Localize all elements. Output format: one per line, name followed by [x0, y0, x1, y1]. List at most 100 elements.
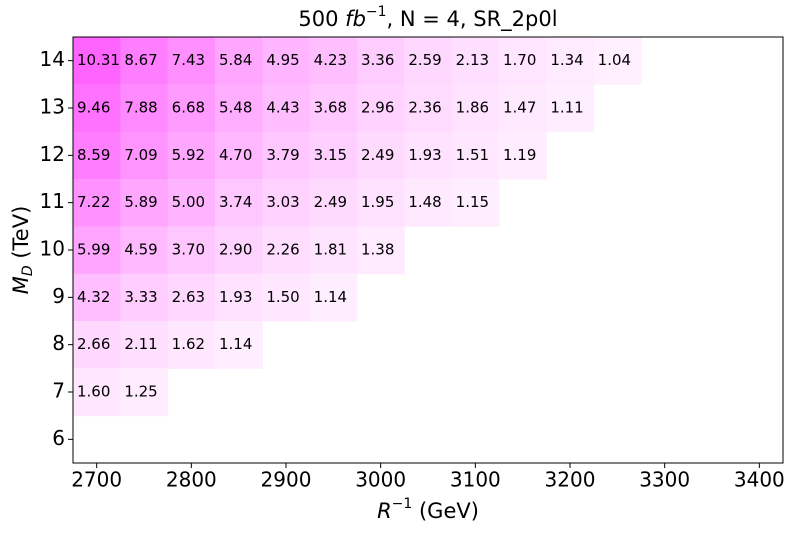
y-tick-label: 7 [52, 379, 65, 403]
title-part: , N = 4, SR_2p0l [387, 7, 558, 32]
heatmap-cell [73, 273, 121, 322]
cell-label: 7.09 [124, 146, 157, 164]
heatmap-cell [167, 179, 216, 227]
cell-label: 3.74 [219, 193, 252, 211]
label-part: (GeV) [412, 499, 479, 523]
cell-label: 1.86 [456, 99, 489, 117]
cell-label: 4.23 [314, 51, 347, 69]
cell-label: 2.59 [408, 51, 441, 69]
heatmap-cell [215, 37, 263, 85]
x-tick-label: 2900 [261, 468, 312, 492]
heatmap-cell [404, 37, 453, 85]
heatmap-cell [215, 321, 263, 369]
heatmap-cell [167, 131, 216, 180]
heatmap-cell [262, 37, 311, 85]
heatmap-cell [357, 131, 405, 180]
title-part: fb [345, 7, 366, 31]
cell-label: 1.14 [314, 288, 347, 306]
cell-label: 4.43 [266, 99, 299, 117]
heatmap-cell [309, 273, 358, 322]
heatmap-cell [357, 84, 405, 133]
x-tick-label: 3200 [545, 468, 596, 492]
title-part: −1 [366, 4, 387, 20]
cell-label: 5.48 [219, 99, 252, 117]
heatmap-cell [262, 226, 311, 275]
cell-label: 2.96 [361, 99, 394, 117]
cell-label: 2.11 [124, 335, 157, 353]
heatmap-cell [451, 84, 500, 133]
heatmap-cell [262, 273, 311, 322]
heatmap-cell [215, 226, 263, 275]
heatmap-cell [215, 131, 263, 180]
heatmap-cell [73, 368, 121, 417]
cell-label: 1.25 [124, 383, 157, 401]
heatmap-cell [309, 37, 358, 85]
cell-label: 1.47 [503, 99, 536, 117]
cell-label: 10.31 [77, 51, 120, 69]
y-tick-label: 11 [40, 189, 65, 213]
cell-label: 1.93 [219, 288, 252, 306]
y-tick-label: 9 [52, 284, 65, 308]
y-tick-label: 8 [52, 331, 65, 355]
cell-label: 4.59 [124, 241, 157, 259]
heatmap-cell [357, 226, 405, 275]
cell-label: 1.60 [77, 383, 110, 401]
cell-label: 3.15 [314, 146, 347, 164]
heatmap-cell [451, 131, 500, 180]
cell-label: 5.99 [77, 241, 110, 259]
heatmap-cell [499, 37, 547, 85]
heatmap-cell [120, 273, 169, 322]
cell-label: 1.48 [408, 193, 441, 211]
cell-label: 8.59 [77, 146, 110, 164]
label-part: M [9, 276, 33, 294]
chart-title: 500 fb−1, N = 4, SR_2p0l [298, 4, 557, 32]
heatmap-cell [120, 321, 169, 369]
heatmap-cell [215, 84, 263, 133]
x-tick-label: 3300 [639, 468, 690, 492]
cell-label: 3.68 [314, 99, 347, 117]
cell-label: 1.70 [503, 51, 536, 69]
cell-label: 7.43 [172, 51, 205, 69]
heatmap-cell [73, 37, 121, 85]
label-part: R [377, 499, 392, 523]
heatmap-cell [546, 37, 595, 85]
heatmap-cell [167, 37, 216, 85]
heatmap-cell [451, 37, 500, 85]
cell-label: 2.26 [266, 241, 299, 259]
heatmap-cell [499, 84, 547, 133]
heatmap-cell [593, 37, 642, 85]
heatmap-cell [73, 226, 121, 275]
cell-label: 5.84 [219, 51, 252, 69]
heatmap-cell [73, 321, 121, 369]
y-tick-label: 6 [52, 426, 65, 450]
cell-label: 1.04 [598, 51, 631, 69]
heatmap-cell [262, 179, 311, 227]
heatmap-cell [404, 84, 453, 133]
cell-label: 8.67 [124, 51, 157, 69]
cell-label: 2.63 [172, 288, 205, 306]
heatmap-cell [546, 84, 595, 133]
x-tick-label: 3100 [450, 468, 501, 492]
cell-label: 2.49 [361, 146, 394, 164]
heatmap-cell [120, 179, 169, 227]
cell-label: 1.38 [361, 241, 394, 259]
heatmap-cell [167, 321, 216, 369]
cell-label: 4.32 [77, 288, 110, 306]
cell-label: 1.15 [456, 193, 489, 211]
heatmap-cell [120, 84, 169, 133]
cell-label: 1.51 [456, 146, 489, 164]
heatmap-cell [73, 131, 121, 180]
cell-label: 6.68 [172, 99, 205, 117]
x-tick-label: 3400 [734, 468, 785, 492]
cell-label: 9.46 [77, 99, 110, 117]
x-tick-label: 2800 [166, 468, 217, 492]
cell-label: 1.95 [361, 193, 394, 211]
heatmap-cell [73, 179, 121, 227]
heatmap-cell [357, 179, 405, 227]
x-tick-label: 3000 [355, 468, 406, 492]
x-tick-label: 2700 [71, 468, 122, 492]
cell-label: 1.62 [172, 335, 205, 353]
cell-label: 1.93 [408, 146, 441, 164]
cell-label: 2.90 [219, 241, 252, 259]
